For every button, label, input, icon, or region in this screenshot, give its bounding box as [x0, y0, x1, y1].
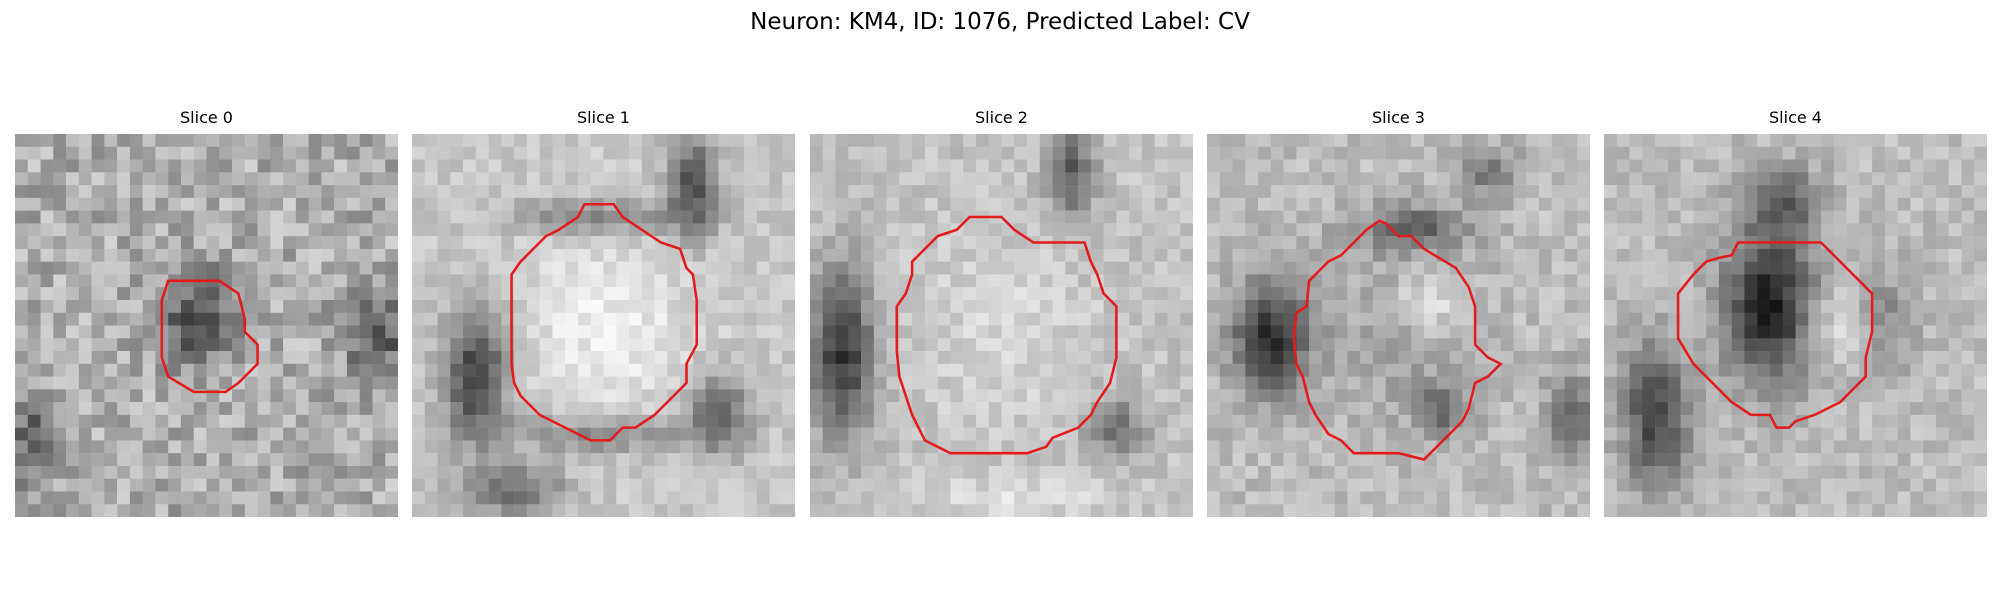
segmentation-contour [895, 215, 1118, 455]
slice-title-1: Slice 1 [577, 108, 630, 127]
slice-title-2: Slice 2 [975, 108, 1028, 127]
segmentation-contour [510, 202, 698, 442]
slice-image-2 [810, 134, 1193, 517]
segmentation-contour [1292, 219, 1503, 461]
slice-image-4 [1604, 134, 1987, 517]
slice-image-1 [412, 134, 795, 517]
slice-title-3: Slice 3 [1372, 108, 1425, 127]
slice-title-4: Slice 4 [1769, 108, 1822, 127]
figure-title: Neuron: KM4, ID: 1076, Predicted Label: … [750, 9, 1250, 35]
slice-title-0: Slice 0 [180, 108, 233, 127]
slice-image-0 [15, 134, 398, 517]
slice-image-3 [1207, 134, 1590, 517]
segmentation-contour [160, 279, 259, 394]
segmentation-contour [1676, 241, 1874, 429]
